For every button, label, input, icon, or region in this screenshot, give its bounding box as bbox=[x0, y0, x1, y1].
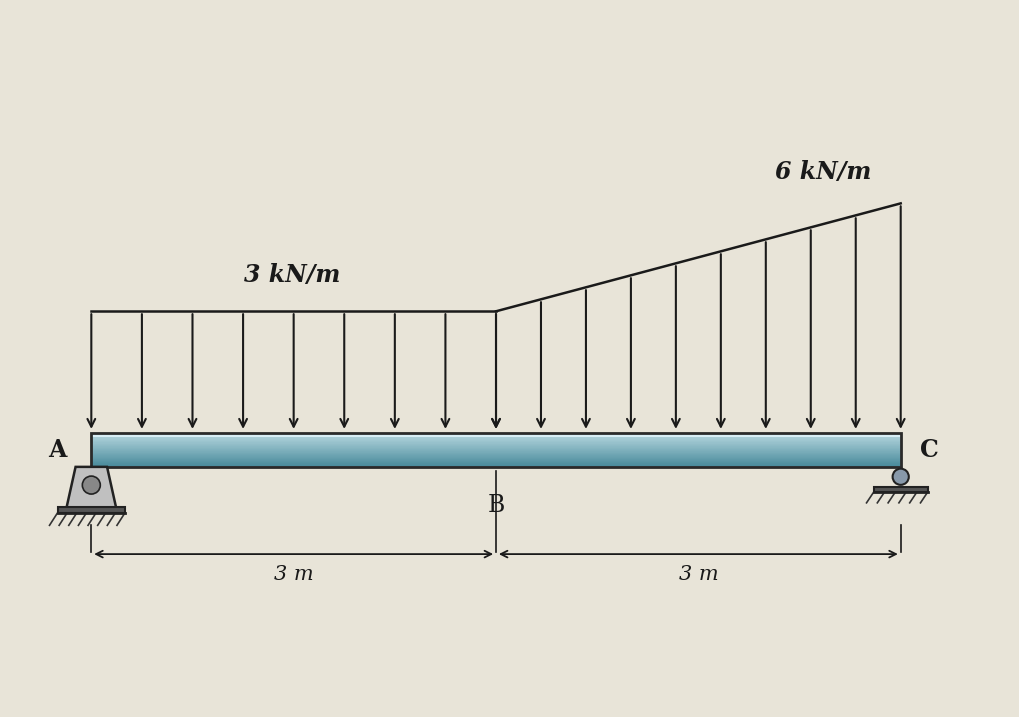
Text: 3 m: 3 m bbox=[274, 565, 314, 584]
Bar bbox=[873, 487, 927, 492]
Text: 3 m: 3 m bbox=[679, 565, 718, 584]
Text: C: C bbox=[920, 438, 940, 462]
Bar bbox=[92, 432, 901, 437]
Circle shape bbox=[893, 469, 909, 485]
Text: 3 kN/m: 3 kN/m bbox=[245, 263, 340, 288]
Circle shape bbox=[83, 476, 100, 494]
Text: A: A bbox=[48, 438, 66, 462]
Bar bbox=[92, 432, 901, 467]
Bar bbox=[58, 508, 125, 513]
Text: 6 kN/m: 6 kN/m bbox=[774, 160, 871, 184]
Text: B: B bbox=[487, 494, 504, 517]
Polygon shape bbox=[66, 467, 116, 508]
